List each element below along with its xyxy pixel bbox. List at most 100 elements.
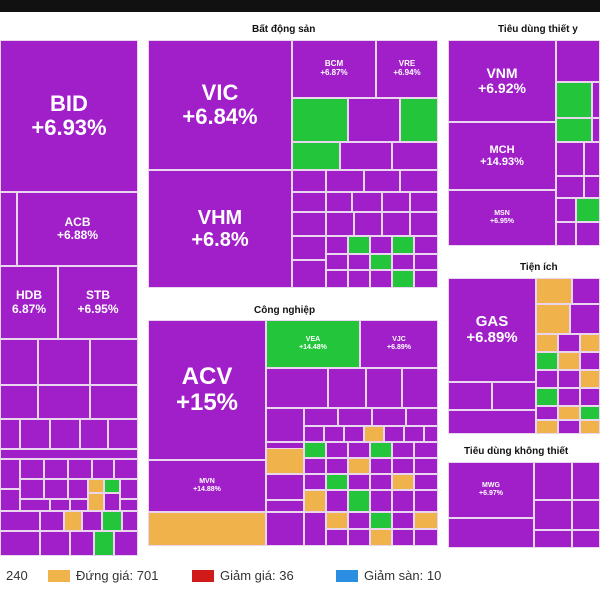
small-stock-tile[interactable] xyxy=(410,212,438,236)
small-stock-tile[interactable] xyxy=(20,499,50,511)
stock-tile-msn[interactable]: MSN +6.95% xyxy=(448,190,556,246)
small-stock-tile[interactable] xyxy=(50,419,80,449)
small-stock-tile[interactable] xyxy=(556,142,584,176)
small-stock-tile[interactable] xyxy=(44,479,68,499)
stock-tile-mwg[interactable]: MWG +6.97% xyxy=(448,462,534,518)
small-stock-tile[interactable] xyxy=(370,458,392,474)
small-stock-tile[interactable] xyxy=(266,500,304,512)
small-stock-tile[interactable] xyxy=(326,212,354,236)
small-stock-tile[interactable] xyxy=(404,426,424,442)
small-stock-tile[interactable] xyxy=(580,420,600,434)
small-stock-tile[interactable] xyxy=(122,511,138,531)
small-stock-tile[interactable] xyxy=(326,442,348,458)
small-stock-tile[interactable] xyxy=(556,176,584,198)
small-stock-tile[interactable] xyxy=(348,490,370,512)
small-stock-tile[interactable] xyxy=(292,142,340,170)
small-stock-tile[interactable] xyxy=(572,278,600,304)
small-stock-tile[interactable] xyxy=(414,270,438,288)
small-stock-tile[interactable] xyxy=(392,254,414,270)
stock-tile-acv[interactable]: ACV +15% xyxy=(148,320,266,460)
small-stock-tile[interactable] xyxy=(348,254,370,270)
small-stock-tile[interactable] xyxy=(534,500,572,530)
small-stock-tile[interactable] xyxy=(448,518,534,548)
small-stock-tile[interactable] xyxy=(348,474,370,490)
small-stock-tile[interactable] xyxy=(326,236,348,254)
small-stock-tile[interactable] xyxy=(0,339,38,385)
small-stock-tile[interactable] xyxy=(558,406,580,420)
small-stock-tile[interactable] xyxy=(410,192,438,212)
stock-tile-vea[interactable]: VEA +14.48% xyxy=(266,320,360,368)
small-stock-tile[interactable] xyxy=(576,198,600,222)
small-stock-tile[interactable] xyxy=(292,260,326,288)
small-stock-tile[interactable] xyxy=(414,236,438,254)
small-stock-tile[interactable] xyxy=(344,426,364,442)
stock-tile-mvn[interactable]: MVN +14.88% xyxy=(148,460,266,512)
small-stock-tile[interactable] xyxy=(292,212,326,236)
small-stock-tile[interactable] xyxy=(406,408,438,426)
small-stock-tile[interactable] xyxy=(0,449,138,459)
small-stock-tile[interactable] xyxy=(370,442,392,458)
small-stock-tile[interactable] xyxy=(0,459,20,489)
small-stock-tile[interactable] xyxy=(414,490,438,512)
small-stock-tile[interactable] xyxy=(556,40,600,82)
small-stock-tile[interactable] xyxy=(570,304,600,334)
small-stock-tile[interactable] xyxy=(400,170,438,192)
small-stock-tile[interactable] xyxy=(572,462,600,500)
small-stock-tile[interactable] xyxy=(326,512,348,529)
small-stock-tile[interactable] xyxy=(88,479,104,493)
small-stock-tile[interactable] xyxy=(326,490,348,512)
small-stock-tile[interactable] xyxy=(592,118,600,142)
small-stock-tile[interactable] xyxy=(414,442,438,458)
small-stock-tile[interactable] xyxy=(558,334,580,352)
small-stock-tile[interactable] xyxy=(448,410,536,434)
small-stock-tile[interactable] xyxy=(326,529,348,546)
stock-tile-vjc[interactable]: VJC +6.89% xyxy=(360,320,438,368)
small-stock-tile[interactable] xyxy=(536,304,570,334)
small-stock-tile[interactable] xyxy=(534,462,572,500)
small-stock-tile[interactable] xyxy=(414,458,438,474)
small-stock-tile[interactable] xyxy=(304,458,326,474)
small-stock-tile[interactable] xyxy=(304,474,326,490)
small-stock-tile[interactable] xyxy=(266,408,304,442)
small-stock-tile[interactable] xyxy=(370,236,392,254)
small-stock-tile[interactable] xyxy=(0,192,17,266)
small-stock-tile[interactable] xyxy=(400,98,438,142)
small-stock-tile[interactable] xyxy=(326,458,348,474)
small-stock-tile[interactable] xyxy=(304,512,326,546)
small-stock-tile[interactable] xyxy=(102,511,122,531)
small-stock-tile[interactable] xyxy=(148,512,266,546)
small-stock-tile[interactable] xyxy=(392,270,414,288)
small-stock-tile[interactable] xyxy=(348,442,370,458)
small-stock-tile[interactable] xyxy=(370,529,392,546)
small-stock-tile[interactable] xyxy=(348,458,370,474)
small-stock-tile[interactable] xyxy=(556,198,576,222)
small-stock-tile[interactable] xyxy=(364,170,400,192)
small-stock-tile[interactable] xyxy=(266,448,304,474)
small-stock-tile[interactable] xyxy=(0,531,40,556)
small-stock-tile[interactable] xyxy=(558,352,580,370)
small-stock-tile[interactable] xyxy=(44,459,68,479)
small-stock-tile[interactable] xyxy=(392,474,414,490)
stock-tile-vic[interactable]: VIC +6.84% xyxy=(148,40,292,170)
small-stock-tile[interactable] xyxy=(108,419,138,449)
small-stock-tile[interactable] xyxy=(558,370,580,388)
small-stock-tile[interactable] xyxy=(326,270,348,288)
small-stock-tile[interactable] xyxy=(352,192,382,212)
small-stock-tile[interactable] xyxy=(580,406,600,420)
small-stock-tile[interactable] xyxy=(392,442,414,458)
small-stock-tile[interactable] xyxy=(92,459,114,479)
small-stock-tile[interactable] xyxy=(80,419,108,449)
small-stock-tile[interactable] xyxy=(20,479,44,499)
small-stock-tile[interactable] xyxy=(348,270,370,288)
small-stock-tile[interactable] xyxy=(266,474,304,500)
small-stock-tile[interactable] xyxy=(382,192,410,212)
small-stock-tile[interactable] xyxy=(414,512,438,529)
small-stock-tile[interactable] xyxy=(348,529,370,546)
small-stock-tile[interactable] xyxy=(392,236,414,254)
small-stock-tile[interactable] xyxy=(558,420,580,434)
small-stock-tile[interactable] xyxy=(304,426,324,442)
small-stock-tile[interactable] xyxy=(0,419,20,449)
small-stock-tile[interactable] xyxy=(20,459,44,479)
stock-tile-vnm[interactable]: VNM +6.92% xyxy=(448,40,556,122)
small-stock-tile[interactable] xyxy=(382,212,410,236)
